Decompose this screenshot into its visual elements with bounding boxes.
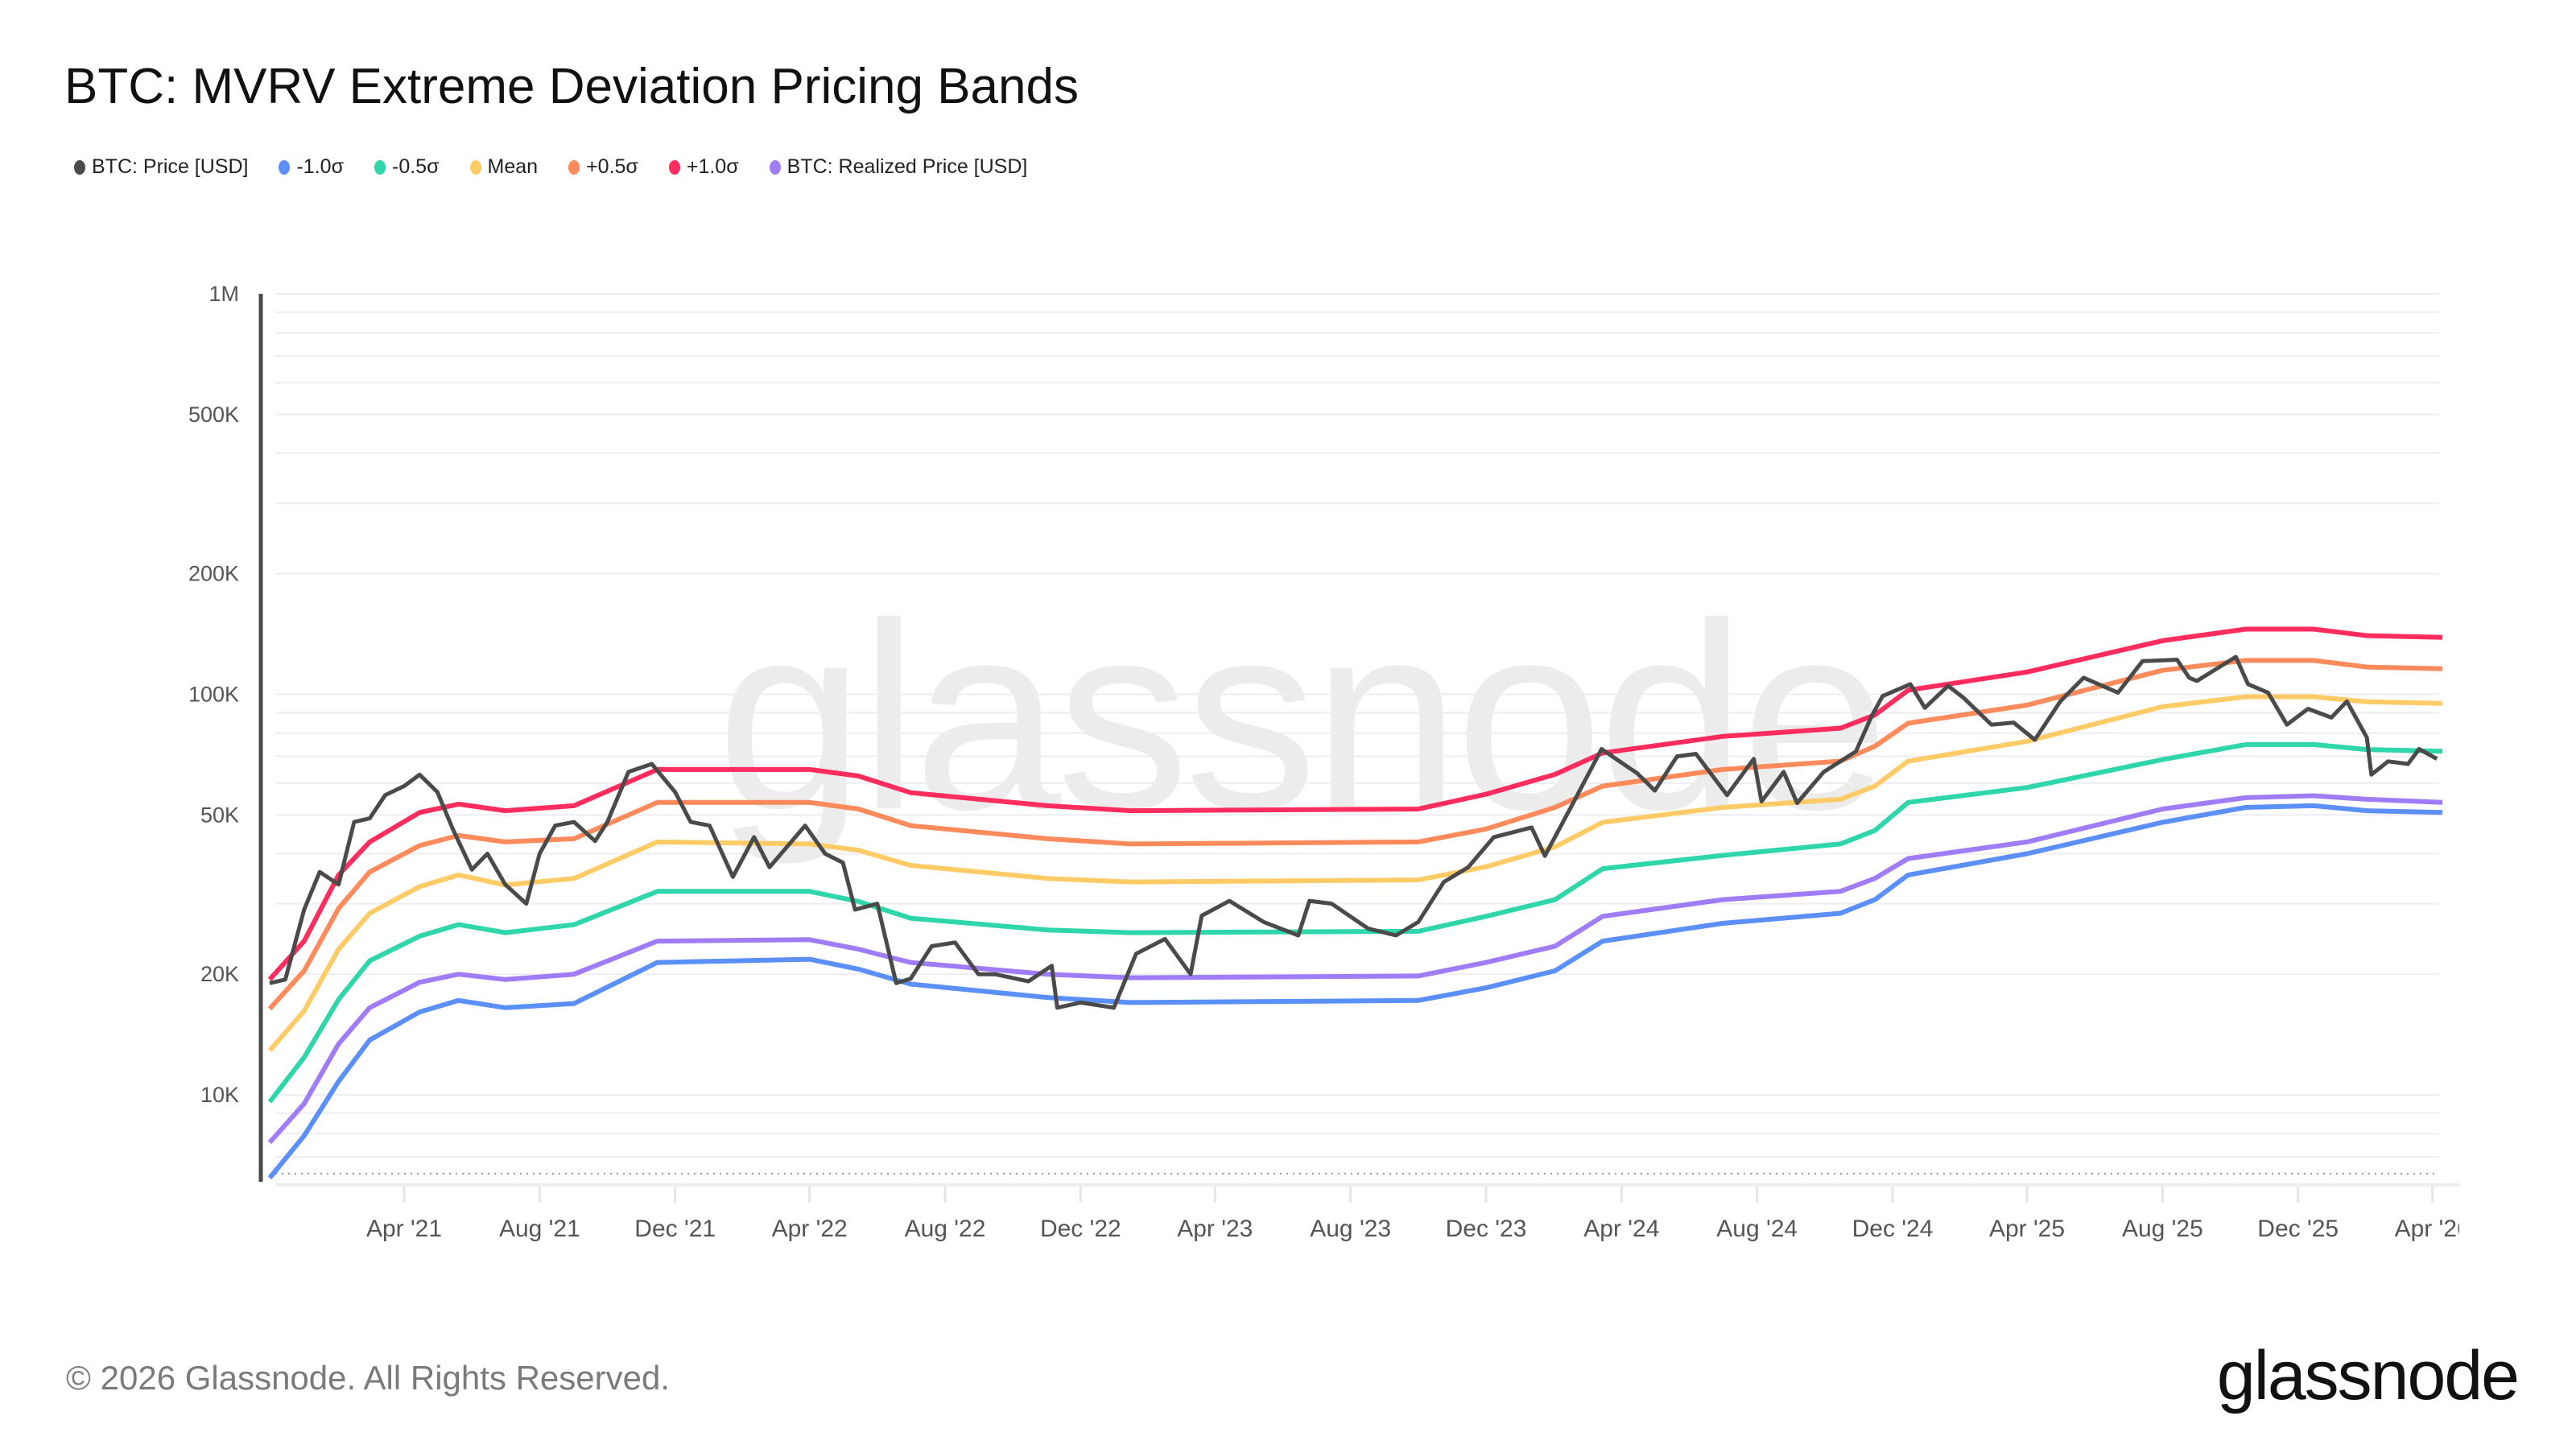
y-tick-label: 50K xyxy=(200,803,239,827)
x-tick-label: Apr '22 xyxy=(772,1216,848,1242)
legend-label: Mean xyxy=(487,155,539,178)
x-tick-label: Apr '26 xyxy=(2395,1216,2471,1242)
x-tick-label: Aug '23 xyxy=(1310,1216,1391,1242)
x-tick-label: Aug '22 xyxy=(905,1216,986,1242)
x-tick-label: Dec '22 xyxy=(1040,1216,1121,1242)
series-line-btc-price xyxy=(269,654,2438,1010)
legend-dot-icon xyxy=(668,159,680,175)
legend-label: BTC: Price [USD] xyxy=(92,155,249,178)
x-tick-label: Apr '21 xyxy=(366,1216,442,1242)
legend-item[interactable]: -1.0σ xyxy=(279,155,344,179)
legend-item[interactable]: BTC: Price [USD] xyxy=(74,155,248,179)
y-tick-label: 1M xyxy=(208,282,239,306)
x-tick-label: Dec '24 xyxy=(1852,1216,1934,1242)
legend-label: +0.5σ xyxy=(586,155,638,178)
legend-item[interactable]: -0.5σ xyxy=(374,155,440,179)
y-tick-label: 100K xyxy=(188,683,239,707)
legend-label: -0.5σ xyxy=(392,155,440,178)
series-line--0-5- xyxy=(267,658,2443,1011)
x-tick-label: Apr '23 xyxy=(1177,1216,1253,1242)
y-tick-label: 500K xyxy=(188,402,239,427)
series-line--1-0- xyxy=(267,626,2443,981)
legend-item[interactable]: +0.5σ xyxy=(568,155,638,179)
legend-dot-icon xyxy=(469,159,481,175)
x-tick-label: Dec '21 xyxy=(634,1216,716,1242)
legend: BTC: Price [USD] -1.0σ -0.5σ Mean +0.5σ +1.0σ… xyxy=(74,155,1027,179)
y-tick-label: 200K xyxy=(188,562,239,586)
x-tick-label: Aug '24 xyxy=(1716,1216,1798,1242)
legend-label: -1.0σ xyxy=(296,155,344,178)
x-tick-label: Aug '21 xyxy=(499,1216,580,1242)
x-axis-ticks: Apr '21 Aug '21 Dec '21 Apr '22 Aug '22 Dec '… xyxy=(366,1187,2471,1242)
x-tick-label: Apr '24 xyxy=(1583,1216,1659,1242)
legend-dot-icon xyxy=(568,159,580,175)
series-line-btc-realized-price-usd- xyxy=(267,793,2443,1145)
legend-dot-icon xyxy=(374,159,386,175)
legend-label: BTC: Realized Price [USD] xyxy=(786,155,1028,178)
legend-item[interactable]: BTC: Realized Price [USD] xyxy=(769,155,1028,179)
legend-dot-icon xyxy=(74,159,85,175)
legend-dot-icon xyxy=(279,159,291,175)
series-line--0-5- xyxy=(267,741,2443,1104)
y-tick-label: 10K xyxy=(200,1083,239,1107)
legend-item[interactable]: +1.0σ xyxy=(668,155,739,179)
chart-title: BTC: MVRV Extreme Deviation Pricing Band… xyxy=(64,59,1079,114)
series-line--1-0- xyxy=(267,803,2443,1180)
x-tick-label: Dec '23 xyxy=(1446,1216,1527,1242)
legend-item[interactable]: Mean xyxy=(469,155,539,179)
x-tick-label: Dec '25 xyxy=(2257,1216,2339,1242)
y-tick-label: 20K xyxy=(200,962,239,986)
copyright-footer: © 2026 Glassnode. All Rights Reserved. xyxy=(66,1359,671,1397)
x-tick-label: Aug '25 xyxy=(2122,1216,2203,1242)
legend-dot-icon xyxy=(769,159,781,175)
series-line-mean xyxy=(267,694,2443,1052)
x-tick-label: Apr '25 xyxy=(1989,1216,2065,1242)
legend-label: +1.0σ xyxy=(686,155,739,178)
glassnode-logo: glassnode xyxy=(2216,1337,2520,1414)
